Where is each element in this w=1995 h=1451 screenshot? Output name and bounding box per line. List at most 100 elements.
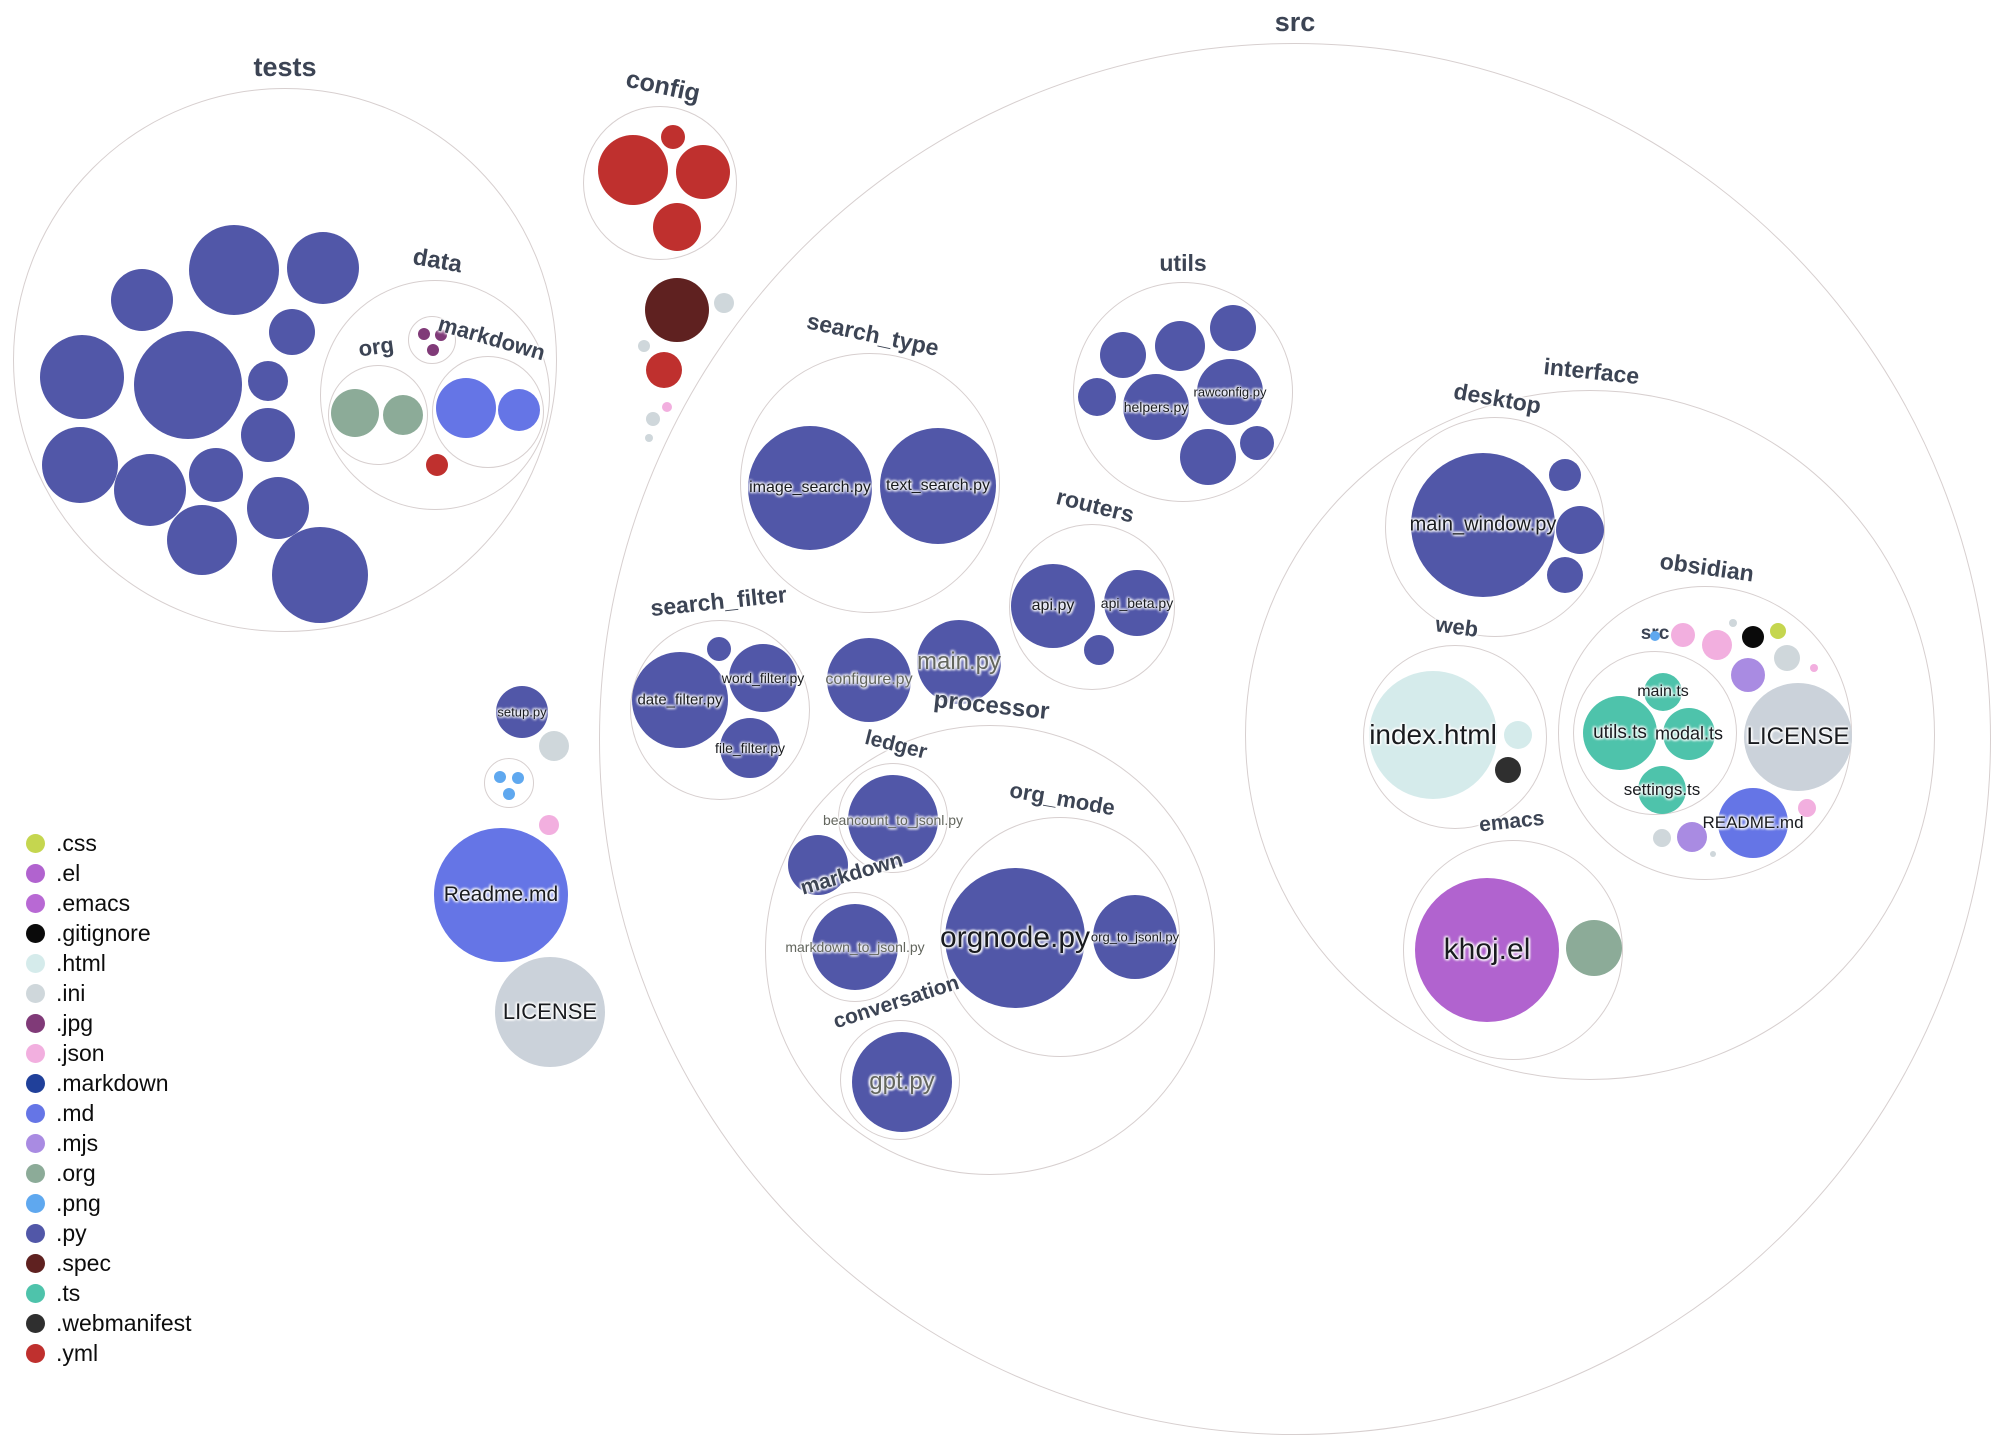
file-label-settings.ts: settings.ts — [1623, 780, 1701, 799]
file-circle-ini — [1653, 829, 1671, 847]
file-circle-yml — [598, 135, 668, 205]
legend-label-md: .md — [56, 1100, 95, 1126]
file-circle-gitignore — [1742, 626, 1764, 648]
file-circle-beancount_to_jsonl.py — [848, 775, 938, 865]
file-circle-png — [512, 772, 524, 784]
file-circle-main.ts — [1644, 673, 1682, 711]
legend-swatch-webmanifest — [26, 1313, 45, 1333]
folder-circle-unnamed — [408, 316, 456, 364]
legend-label-html: .html — [56, 950, 106, 976]
legend-swatch-css — [26, 833, 45, 853]
file-circle-png — [494, 771, 506, 783]
legend-item-org: .org — [26, 1160, 192, 1186]
file-circle-py — [111, 269, 173, 331]
file-circle-khoj.el — [1415, 878, 1559, 1022]
legend-label-json: .json — [56, 1040, 105, 1066]
legend-label-mjs: .mjs — [56, 1130, 99, 1156]
folder-label-utils: utils — [1159, 250, 1207, 276]
file-label-main.ts: main.ts — [1637, 683, 1689, 700]
file-circle-file_filter.py — [720, 718, 780, 778]
legend-item-webmanifest: .webmanifest — [26, 1310, 192, 1336]
file-circle-py — [40, 335, 124, 419]
file-circle-index.html — [1369, 671, 1497, 799]
file-circle-py — [189, 448, 243, 502]
file-label-README.md: README.md — [1702, 813, 1804, 832]
file-label-date_filter.py: date_filter.py — [637, 691, 723, 709]
legend-swatch-json — [26, 1043, 45, 1063]
legend-label-css: .css — [56, 830, 97, 856]
file-label-text_search.py: text_search.py — [885, 477, 991, 494]
file-circle-py — [1155, 321, 1205, 371]
file-label-api.py: api.py — [1031, 597, 1075, 614]
file-circle-utils.ts — [1583, 696, 1657, 770]
folder-circle-search_filter — [630, 620, 810, 800]
file-label-main_window.py: main_window.py — [1409, 513, 1557, 536]
file-circle-yml — [676, 145, 730, 199]
legend-swatch-spec — [26, 1253, 45, 1273]
file-circle-helpers.py — [1123, 374, 1189, 440]
file-circle-orgnode.py — [945, 868, 1085, 1008]
file-label-helpers.py: helpers.py — [1123, 399, 1189, 415]
legend-item-mjs: .mjs — [26, 1130, 192, 1156]
file-circle-html — [1504, 721, 1532, 749]
legend-item-yml: .yml — [26, 1342, 192, 1365]
file-circle-py — [248, 361, 288, 401]
legend-swatch-emacs — [26, 893, 45, 913]
file-circle-py — [1549, 459, 1581, 491]
folder-circle-org — [328, 365, 428, 465]
file-label-utils.ts: utils.ts — [1593, 722, 1647, 743]
file-circle-image_search.py — [748, 426, 872, 550]
file-label-markdown_to_jsonl.py: markdown_to_jsonl.py — [785, 939, 925, 955]
file-circle-yml — [653, 203, 701, 251]
legend-item-py: .py — [26, 1222, 192, 1245]
legend-item-markdown: .markdown — [26, 1070, 192, 1096]
file-circle-ini — [1774, 645, 1800, 671]
file-circle-date_filter.py — [632, 652, 728, 748]
folder-circle-ledger — [838, 763, 948, 873]
file-circle-md — [498, 389, 540, 431]
legend-item-emacs: .emacs — [26, 890, 192, 916]
file-circle-py — [272, 527, 368, 623]
file-circle-LICENSE — [1744, 683, 1852, 791]
legend-label-markdown: .markdown — [56, 1070, 169, 1096]
folder-circle-interface — [1245, 390, 1935, 1080]
file-circle-py — [189, 225, 279, 315]
folder-circle-org_mode — [940, 817, 1180, 1057]
file-label-configure.py: configure.py — [825, 671, 913, 688]
file-circle-jpg — [427, 344, 439, 356]
file-label-image_search.py: image_search.py — [749, 479, 871, 496]
file-circle-css — [1770, 623, 1786, 639]
folder-circle-unnamed — [484, 758, 534, 808]
legend-label-emacs: .emacs — [56, 890, 131, 916]
file-circle-org — [383, 395, 423, 435]
legend-swatch-jpg — [26, 1013, 45, 1033]
file-circle-py — [134, 331, 242, 439]
legend-item-ts: .ts — [26, 1282, 192, 1305]
legend-item-css: .css — [26, 830, 192, 856]
legend-item-png: .png — [26, 1192, 192, 1215]
legend-item-html: .html — [26, 950, 192, 976]
file-circle-word_filter.py — [729, 644, 797, 712]
file-circle-md — [436, 378, 496, 438]
file-label-LICENSE: LICENSE — [1746, 723, 1850, 750]
file-circle-py — [241, 408, 295, 462]
file-label-modal.ts: modal.ts — [1654, 723, 1724, 744]
folder-circle-config — [583, 106, 737, 260]
legend-swatch-mjs — [26, 1133, 45, 1153]
file-circle-markdown_to_jsonl.py — [812, 904, 898, 990]
file-label-word_filter.py: word_filter.py — [721, 670, 805, 686]
folder-circle-markdown — [432, 356, 544, 468]
legend-swatch-png — [26, 1193, 45, 1213]
file-circle-py — [1078, 378, 1116, 416]
legend-label-org: .org — [56, 1160, 96, 1186]
file-circle-ini — [645, 434, 653, 442]
legend-label-el: .el — [56, 860, 81, 886]
legend-item-jpg: .jpg — [26, 1012, 192, 1035]
file-label-LICENSE: LICENSE — [502, 999, 598, 1024]
folder-circle-emacs — [1403, 840, 1623, 1060]
file-circle-py — [1240, 426, 1274, 460]
folder-circle-routers — [1009, 524, 1175, 690]
legend-swatch-org — [26, 1163, 45, 1183]
legend-label-webmanifest: .webmanifest — [56, 1310, 192, 1336]
